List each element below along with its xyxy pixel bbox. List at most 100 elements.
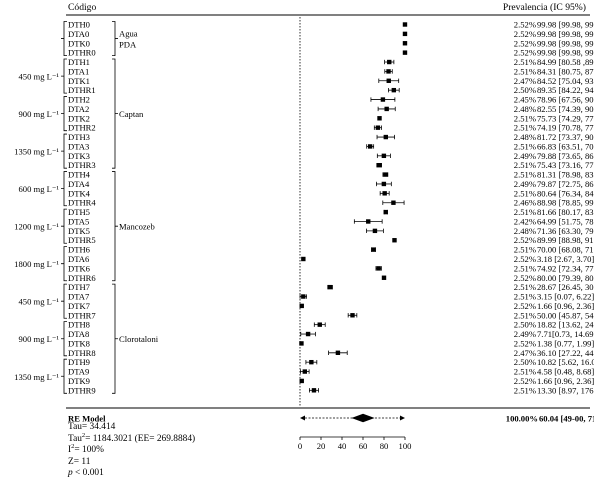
point-estimate <box>371 247 376 252</box>
summary-diamond <box>351 413 375 423</box>
study-ci-label: 82.55 [74.39, 90.72] <box>537 104 594 114</box>
study-code: DTK2 <box>68 113 90 123</box>
study-code: DTA5 <box>68 216 89 226</box>
study-code: DTH5 <box>68 207 90 217</box>
study-weight: 2.51% <box>514 123 536 133</box>
x-tick-label: 80 <box>380 441 389 451</box>
study-ci-label: 74.19 [70.78, 77.60] <box>537 123 594 133</box>
x-tick-label: 100 <box>399 441 412 451</box>
dose-group: 600 mg L⁻¹ <box>18 171 67 207</box>
study-row: DTK8 2.52% 1.38 [0.77, 1.99] <box>68 338 594 348</box>
treatment-group: Clorotaloni <box>112 283 159 394</box>
point-estimate <box>366 219 371 224</box>
study-ci-label: 80.00 [79.39, 80.61] <box>537 273 594 283</box>
dose-label: 1350 mg L⁻¹ <box>14 147 59 157</box>
point-estimate <box>372 228 378 234</box>
study-ci-label: 1.66 [0.96, 2.36] <box>537 376 594 386</box>
study-row: DTA1 2.51%84.31 [80.75, 87.87] <box>68 66 594 76</box>
study-weight: 2.51% <box>514 57 536 67</box>
study-ci-label: 66.83 [63.51, 70.14] <box>537 141 594 151</box>
point-estimate <box>383 209 388 215</box>
study-weight: 2.52% <box>514 38 536 48</box>
study-ci-label: 81.72 [73.37, 90.08] <box>537 132 594 142</box>
study-weight: 2.45% <box>514 95 536 105</box>
study-row: DTHR2 2.51%74.19 [70.78, 77.60] <box>68 123 594 133</box>
study-code: DTA0 <box>68 29 89 39</box>
dose-group: 1350 mg L⁻¹ <box>14 358 67 394</box>
point-estimate <box>301 256 306 262</box>
study-ci-label: 10.82 [5.62, 16.02] <box>537 357 594 367</box>
study-row: DTH3 2.48%81.72 [73.37, 90.08] <box>68 132 594 142</box>
dose-label: 1800 mg L⁻¹ <box>14 259 59 269</box>
x-tick-label: 20 <box>317 441 326 451</box>
study-row: DTK0 2.52%99.98 [99.98, 99.98] <box>68 38 594 48</box>
study-ci-label: 84.99 [80.58 ,89.41] <box>537 57 594 67</box>
study-row: DTHR0 2.52%99.98 [99.98, 99.98] <box>68 48 594 58</box>
study-code: DTA2 <box>68 104 89 114</box>
study-weight: 2.51% <box>514 367 536 377</box>
point-estimate <box>299 378 304 384</box>
point-estimate <box>402 41 408 46</box>
point-estimate <box>350 313 355 318</box>
treatment-bracket <box>112 283 118 394</box>
study-row: DTA9 2.51% 4.58 [0.48, 8.68] <box>68 367 594 377</box>
study-row: DTA8 2.49% 7.71[0.73, 14.69] <box>68 329 594 339</box>
treatment-label: Agua <box>119 29 138 39</box>
study-weight: 2.52% <box>514 29 536 39</box>
dose-bracket <box>61 358 67 394</box>
dose-group: 900 mg L⁻¹ <box>18 321 67 357</box>
study-row: DTH6 2.51%70.00 [68.08, 71.92] <box>68 245 594 255</box>
treatment-label: PDA <box>119 40 137 50</box>
point-estimate <box>392 238 397 243</box>
study-weight: 2.51% <box>514 245 536 255</box>
study-weight: 2.52% <box>514 301 536 311</box>
study-row: DTH5 2.51%81.66 [80.17, 83.14] <box>68 207 594 217</box>
study-row: DTA7 2.51% 3.15 [0.07, 6.22] <box>68 292 594 302</box>
study-code: DTA8 <box>68 329 89 339</box>
study-row: DTH0 2.52%99.98 [99.98, 99.99] <box>68 20 594 30</box>
pi-arrow-right <box>400 415 405 421</box>
study-code: DTK5 <box>68 226 90 236</box>
study-ci-label: 99.98 [99.98, 99.99] <box>537 29 594 39</box>
study-weight: 2.51% <box>514 263 536 273</box>
dose-group: 450 mg L⁻¹ <box>18 58 67 94</box>
study-ci-label: 74.92 [72.34, 77.50] <box>537 263 594 273</box>
point-estimate <box>386 69 391 74</box>
study-code: DTK7 <box>68 301 91 311</box>
study-ci-label: 99.98 [99.98, 99.98] <box>537 38 594 48</box>
dose-bracket <box>61 171 67 207</box>
dose-label: 450 mg L⁻¹ <box>18 72 59 82</box>
study-ci-label: 36.10 [27.22, 44.98] <box>537 348 594 358</box>
study-ci-label: 71.36 [63.30, 79.42] <box>537 226 594 236</box>
point-estimate <box>302 369 308 374</box>
dose-bracket <box>61 246 67 282</box>
study-weight: 2.52% <box>514 20 536 30</box>
study-code: DTK1 <box>68 76 90 86</box>
study-ci-label: 1.38 [0.77, 1.99] <box>537 338 594 348</box>
study-ci-label: 88.98 [78.85, 99.12] <box>537 198 594 208</box>
study-ci-label: 84.52 [75.04, 93.99] <box>537 76 594 86</box>
point-estimate <box>386 78 391 83</box>
study-weight: 2.52% <box>514 48 536 58</box>
study-code: DTA4 <box>68 179 90 189</box>
study-code: DTHR7 <box>68 310 96 320</box>
study-code: DTH2 <box>68 95 90 105</box>
study-weight: 2.52% <box>514 254 536 264</box>
study-row: DTK7 2.52% 1.66 [0.96, 2.36] <box>68 301 594 311</box>
study-row: DTHR7 2.51%50.00 [45.87, 54.13] <box>68 310 594 320</box>
dose-group <box>61 21 67 57</box>
study-weight: 2.51% <box>514 188 536 198</box>
study-code: DTH0 <box>68 20 90 30</box>
study-row: DTH2 2.45%78.96 [67.56, 90.36] <box>68 95 594 105</box>
study-code: DTK0 <box>68 38 90 48</box>
study-ci-label: 78.96 [67.56, 90.36] <box>537 95 594 105</box>
study-row: DTHR3 2.51%75.43 [73.16, 77.70] <box>68 160 594 170</box>
dose-bracket <box>61 283 67 319</box>
study-ci-label: 3.18 [2.67, 3.70] <box>537 254 594 264</box>
point-estimate <box>380 97 386 102</box>
study-weight: 2.51% <box>514 160 536 170</box>
study-code: DTA1 <box>68 66 89 76</box>
study-ci-label: 18.82 [13.62, 24.02] <box>537 320 594 330</box>
point-estimate <box>402 50 408 55</box>
